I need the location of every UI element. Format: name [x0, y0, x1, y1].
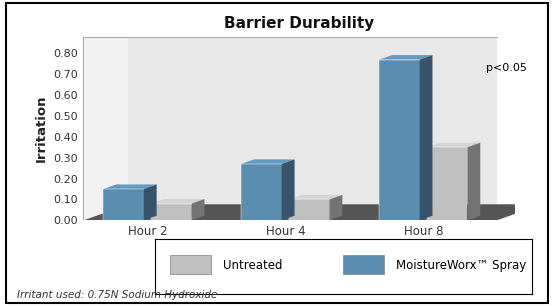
Polygon shape	[330, 195, 342, 220]
FancyBboxPatch shape	[343, 255, 384, 274]
Polygon shape	[427, 147, 468, 220]
X-axis label: Time: Time	[280, 242, 318, 256]
Polygon shape	[83, 37, 497, 204]
Polygon shape	[83, 204, 542, 220]
Polygon shape	[427, 143, 480, 147]
Text: p<0.05: p<0.05	[486, 63, 527, 73]
Text: Irritant used: 0.75N Sodium Hydroxide: Irritant used: 0.75N Sodium Hydroxide	[17, 290, 217, 300]
Polygon shape	[241, 159, 295, 164]
Text: MoistureWorx™ Spray: MoistureWorx™ Spray	[396, 259, 526, 272]
Y-axis label: Irritation: Irritation	[35, 95, 48, 162]
Title: Barrier Durability: Barrier Durability	[224, 17, 375, 32]
Polygon shape	[151, 199, 204, 203]
Polygon shape	[241, 164, 281, 220]
Polygon shape	[289, 195, 342, 200]
Polygon shape	[104, 185, 157, 189]
Polygon shape	[192, 199, 204, 220]
Polygon shape	[281, 159, 295, 220]
Polygon shape	[151, 203, 192, 220]
Polygon shape	[379, 60, 419, 220]
Polygon shape	[104, 189, 144, 220]
Polygon shape	[83, 37, 128, 220]
Polygon shape	[379, 55, 433, 60]
Polygon shape	[468, 143, 480, 220]
Polygon shape	[289, 200, 330, 220]
FancyBboxPatch shape	[170, 255, 211, 274]
Text: Untreated: Untreated	[223, 259, 283, 272]
Polygon shape	[419, 55, 433, 220]
Polygon shape	[144, 185, 157, 220]
